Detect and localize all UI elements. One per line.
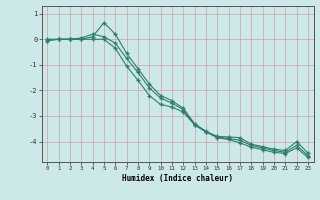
X-axis label: Humidex (Indice chaleur): Humidex (Indice chaleur) [122,174,233,183]
